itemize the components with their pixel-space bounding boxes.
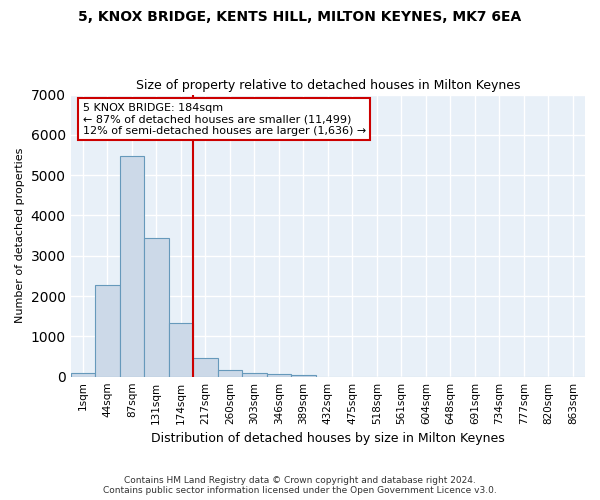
Bar (242, 373, 266, 376)
Bar (144, 238, 169, 376)
Bar (169, 324, 193, 376)
Y-axis label: Number of detached properties: Number of detached properties (15, 148, 25, 324)
Title: Size of property relative to detached houses in Milton Keynes: Size of property relative to detached ho… (136, 79, 520, 92)
X-axis label: Distribution of detached houses by size in Milton Keynes: Distribution of detached houses by size … (151, 432, 505, 445)
Text: Contains HM Land Registry data © Crown copyright and database right 2024.
Contai: Contains HM Land Registry data © Crown c… (103, 476, 497, 495)
Bar (119, 156, 144, 376)
Bar (71, 374, 95, 376)
Text: 5 KNOX BRIDGE: 184sqm
← 87% of detached houses are smaller (11,499)
12% of semi-: 5 KNOX BRIDGE: 184sqm ← 87% of detached … (83, 102, 366, 136)
Bar (193, 358, 218, 376)
Bar (266, 374, 291, 376)
Bar (95, 285, 119, 376)
Text: 5, KNOX BRIDGE, KENTS HILL, MILTON KEYNES, MK7 6EA: 5, KNOX BRIDGE, KENTS HILL, MILTON KEYNE… (79, 10, 521, 24)
Bar (218, 370, 242, 376)
